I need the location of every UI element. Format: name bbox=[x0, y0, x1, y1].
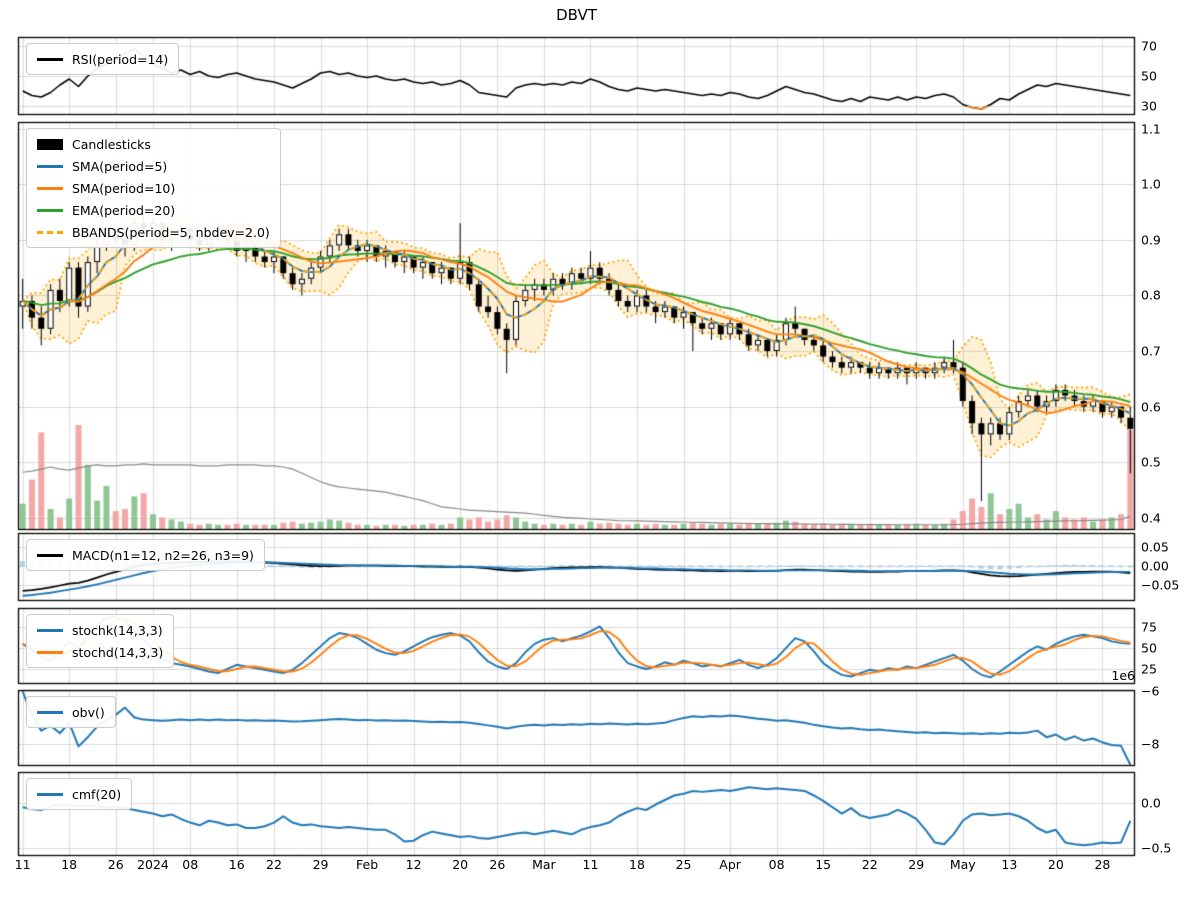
candlestick-swatch-icon bbox=[37, 138, 63, 150]
ytick-macd-−0.05: −0.05 bbox=[1141, 577, 1180, 593]
xtick-18: 18 bbox=[629, 857, 645, 872]
legend-label: SMA(period=5) bbox=[72, 158, 168, 174]
line-swatch-icon bbox=[37, 628, 63, 632]
legend-item-price-0: Candlesticks bbox=[37, 133, 270, 155]
xtick-29: 29 bbox=[312, 857, 329, 872]
line-swatch-icon bbox=[37, 164, 63, 168]
legend-item-macd-0: MACD(n1=12, n2=26, n3=9) bbox=[37, 544, 254, 566]
legend-label: BBANDS(period=5, nbdev=2.0) bbox=[72, 224, 270, 240]
xtick-15: 15 bbox=[815, 857, 832, 872]
xtick-29: 29 bbox=[908, 857, 925, 872]
ytick-stoch-75: 75 bbox=[1141, 619, 1157, 635]
legend-item-price-1: SMA(period=5) bbox=[37, 155, 270, 177]
legend-cmf: cmf(20) bbox=[26, 778, 133, 810]
legend-label: Candlesticks bbox=[72, 136, 151, 152]
legend-macd: MACD(n1=12, n2=26, n3=9) bbox=[26, 539, 265, 571]
ytick-rsi-70: 70 bbox=[1141, 38, 1157, 54]
xtick-25: 25 bbox=[675, 857, 692, 872]
ytick-price-0.7: 0.7 bbox=[1141, 343, 1161, 359]
xtick-20: 20 bbox=[452, 857, 469, 872]
xtick-May: May bbox=[949, 857, 976, 872]
legend-label: EMA(period=20) bbox=[72, 202, 176, 218]
ytick-price-0.6: 0.6 bbox=[1141, 399, 1161, 415]
legend-label: cmf(20) bbox=[72, 786, 122, 802]
legend-item-price-2: SMA(period=10) bbox=[37, 177, 270, 199]
xtick-22: 22 bbox=[266, 857, 282, 872]
xtick-Apr: Apr bbox=[719, 857, 741, 872]
line-swatch-icon bbox=[37, 792, 63, 796]
xtick-Mar: Mar bbox=[532, 857, 556, 872]
legend-item-stoch-1: stochd(14,3,3) bbox=[37, 641, 163, 663]
xtick-22: 22 bbox=[861, 857, 878, 872]
legend-label: RSI(period=14) bbox=[72, 51, 169, 67]
legend-item-price-3: EMA(period=20) bbox=[37, 199, 270, 221]
obv-axis-offset-label: 1e6 bbox=[1111, 668, 1135, 683]
xtick-26: 26 bbox=[489, 857, 506, 872]
legend-item-rsi-0: RSI(period=14) bbox=[37, 48, 168, 70]
line-swatch-icon bbox=[37, 553, 63, 557]
ytick-price-1.0: 1.0 bbox=[1141, 176, 1161, 192]
ytick-macd-0.05: 0.05 bbox=[1141, 539, 1169, 555]
legend-label: stochd(14,3,3) bbox=[72, 644, 164, 660]
line-swatch-icon bbox=[37, 57, 63, 61]
ytick-stoch-50: 50 bbox=[1141, 640, 1157, 656]
ytick-macd-0.00: 0.00 bbox=[1141, 558, 1169, 574]
legend-label: obv() bbox=[72, 704, 105, 720]
legend-item-obv-0: obv() bbox=[37, 701, 105, 723]
legend-item-stoch-0: stochk(14,3,3) bbox=[37, 619, 163, 641]
xtick-26: 26 bbox=[107, 857, 124, 872]
ytick-price-1.1: 1.1 bbox=[1141, 121, 1161, 137]
ytick-cmf-−0.5: −0.5 bbox=[1141, 840, 1172, 856]
legend-label: SMA(period=10) bbox=[72, 180, 176, 196]
ytick-price-0.5: 0.5 bbox=[1141, 454, 1161, 470]
ytick-price-0.8: 0.8 bbox=[1141, 287, 1161, 303]
legend-item-price-4: BBANDS(period=5, nbdev=2.0) bbox=[37, 221, 270, 243]
xtick-13: 13 bbox=[1001, 857, 1018, 872]
line-swatch-icon bbox=[37, 710, 63, 714]
xtick-08: 08 bbox=[768, 857, 785, 872]
chart-title: DBVT bbox=[556, 6, 597, 24]
ytick-obv-−6: −6 bbox=[1141, 683, 1160, 699]
xtick-11: 11 bbox=[582, 857, 599, 872]
xtick-Feb: Feb bbox=[355, 857, 379, 872]
ytick-cmf-0.0: 0.0 bbox=[1141, 795, 1161, 811]
ytick-rsi-50: 50 bbox=[1141, 68, 1157, 84]
legend-label: MACD(n1=12, n2=26, n3=9) bbox=[72, 547, 254, 563]
legend-label: stochk(14,3,3) bbox=[72, 622, 163, 638]
line-swatch-icon bbox=[37, 208, 63, 212]
legend-rsi: RSI(period=14) bbox=[26, 43, 180, 75]
xtick-2024: 2024 bbox=[137, 857, 169, 872]
xtick-18: 18 bbox=[61, 857, 78, 872]
legend-price: Candlesticks SMA(period=5) SMA(period=10) E… bbox=[26, 128, 281, 248]
ytick-rsi-30: 30 bbox=[1141, 98, 1157, 114]
xtick-12: 12 bbox=[405, 857, 422, 872]
line-swatch-icon bbox=[37, 186, 63, 190]
legend-stoch: stochk(14,3,3) stochd(14,3,3) bbox=[26, 614, 175, 668]
dashed-line-swatch-icon bbox=[37, 230, 63, 234]
ytick-stoch-25: 25 bbox=[1141, 661, 1157, 677]
legend-obv: obv() bbox=[26, 696, 116, 728]
ytick-price-0.9: 0.9 bbox=[1141, 232, 1161, 248]
line-swatch-icon bbox=[37, 650, 63, 654]
legend-item-cmf-0: cmf(20) bbox=[37, 783, 121, 805]
xtick-20: 20 bbox=[1047, 857, 1064, 872]
ytick-obv-−8: −8 bbox=[1141, 736, 1160, 752]
xtick-08: 08 bbox=[182, 857, 199, 872]
xtick-28: 28 bbox=[1094, 857, 1111, 872]
ytick-price-0.4: 0.4 bbox=[1141, 510, 1161, 526]
xtick-16: 16 bbox=[228, 857, 245, 872]
xtick-11: 11 bbox=[14, 857, 31, 872]
